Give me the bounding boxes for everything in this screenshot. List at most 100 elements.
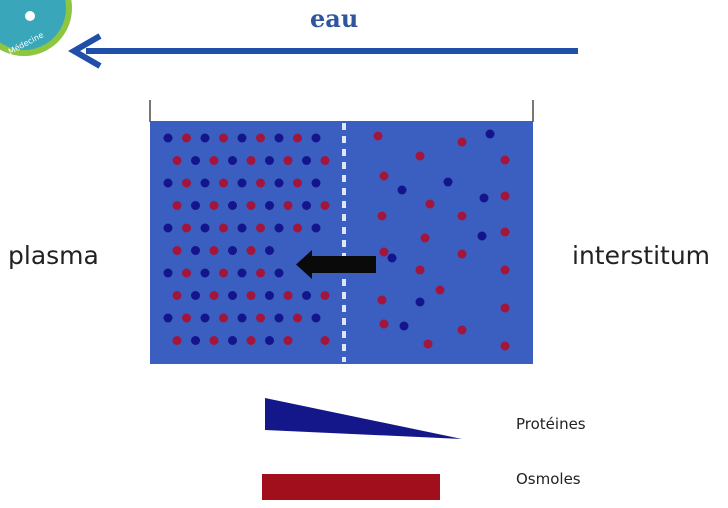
osmole-particle <box>219 178 228 188</box>
osmole-particle <box>219 313 228 323</box>
osmole-particle <box>420 233 430 243</box>
protein-particle <box>274 133 284 143</box>
protein-particle <box>237 268 247 278</box>
osmole-particle <box>182 133 191 143</box>
protein-particle <box>265 246 274 255</box>
osmole-particle <box>457 211 467 221</box>
protein-particle <box>265 291 274 300</box>
logo-figure-icon <box>25 11 35 21</box>
protein-particle <box>311 313 321 323</box>
protein-particle <box>387 253 397 263</box>
protein-particle <box>274 268 284 278</box>
protein-particle <box>311 133 321 143</box>
osmole-particle <box>457 249 467 259</box>
osmole-particle <box>283 291 293 300</box>
osmole-particle <box>320 336 330 345</box>
container <box>150 121 533 364</box>
osmole-particle <box>182 313 191 323</box>
osmole-particle <box>373 131 383 141</box>
logo: e Médecine <box>0 0 72 60</box>
osmole-particle <box>246 336 256 345</box>
osmole-particle <box>246 291 256 300</box>
protein-particle <box>191 291 200 300</box>
osmole-particle <box>457 325 467 335</box>
protein-particle <box>163 268 173 278</box>
osmole-particle <box>209 336 219 345</box>
osmole-particle <box>256 268 265 278</box>
protein-particle <box>228 336 237 345</box>
osmole-particle <box>209 291 219 300</box>
protein-particle <box>485 129 495 139</box>
water-label: eau <box>310 4 359 33</box>
protein-particle <box>265 336 274 345</box>
protein-particle <box>163 313 173 323</box>
osmole-particle <box>320 201 330 210</box>
legend-osmoles-bar <box>262 474 440 500</box>
osmole-particle <box>283 156 293 165</box>
protein-particle <box>163 133 173 143</box>
osmole-particle <box>283 201 293 210</box>
osmole-particle <box>246 246 256 255</box>
osmole-particle <box>423 339 433 349</box>
osmole-particle <box>293 133 302 143</box>
protein-particle <box>311 178 321 188</box>
osmole-particle <box>256 178 265 188</box>
protein-particle <box>200 178 210 188</box>
osmole-particle <box>172 156 182 165</box>
protein-particle <box>191 246 200 255</box>
osmole-particle <box>256 313 265 323</box>
interstitium-label: interstitum <box>572 241 711 270</box>
protein-particle <box>200 223 210 233</box>
osmole-particle <box>500 341 510 351</box>
osmole-particle <box>457 137 467 147</box>
osmotic-pressure-arrow <box>296 250 376 279</box>
osmole-particle <box>293 313 302 323</box>
osmole-particle <box>293 178 302 188</box>
protein-particle <box>200 133 210 143</box>
legend-proteins-label: Protéines <box>516 415 586 433</box>
protein-particle <box>163 223 173 233</box>
osmole-particle <box>182 223 191 233</box>
osmole-particle <box>219 223 228 233</box>
osmole-particle <box>256 133 265 143</box>
osmole-particle <box>320 156 330 165</box>
protein-particle <box>163 178 173 188</box>
osmole-particle <box>172 246 182 255</box>
osmole-particle <box>500 191 510 201</box>
protein-particle <box>228 201 237 210</box>
protein-particle <box>265 156 274 165</box>
protein-particle <box>399 321 409 331</box>
protein-particle <box>302 201 311 210</box>
protein-particle <box>302 291 311 300</box>
osmole-particle <box>500 303 510 313</box>
osmole-particle <box>256 223 265 233</box>
osmole-particle <box>293 223 302 233</box>
protein-particle <box>228 291 237 300</box>
protein-particle <box>274 313 284 323</box>
osmole-particle <box>377 211 387 221</box>
particles <box>163 129 510 351</box>
osmole-particle <box>500 265 510 275</box>
osmole-particle <box>435 285 445 295</box>
osmole-particle <box>425 199 435 209</box>
protein-particle <box>191 156 200 165</box>
osmole-particle <box>377 295 387 305</box>
protein-particle <box>397 185 407 195</box>
protein-particle <box>274 178 284 188</box>
osmole-particle <box>415 151 425 161</box>
osmole-particle <box>320 291 330 300</box>
osmole-particle <box>246 156 256 165</box>
osmole-particle <box>500 227 510 237</box>
water-flow-arrow <box>67 33 578 69</box>
osmole-particle <box>246 201 256 210</box>
osmole-particle <box>379 171 389 181</box>
osmole-particle <box>172 201 182 210</box>
osmole-particle <box>379 247 389 257</box>
protein-particle <box>237 313 247 323</box>
osmole-particle <box>219 268 228 278</box>
osmole-particle <box>209 246 219 255</box>
protein-particle <box>200 268 210 278</box>
legend-proteins-wedge <box>265 398 462 439</box>
osmole-particle <box>182 268 191 278</box>
